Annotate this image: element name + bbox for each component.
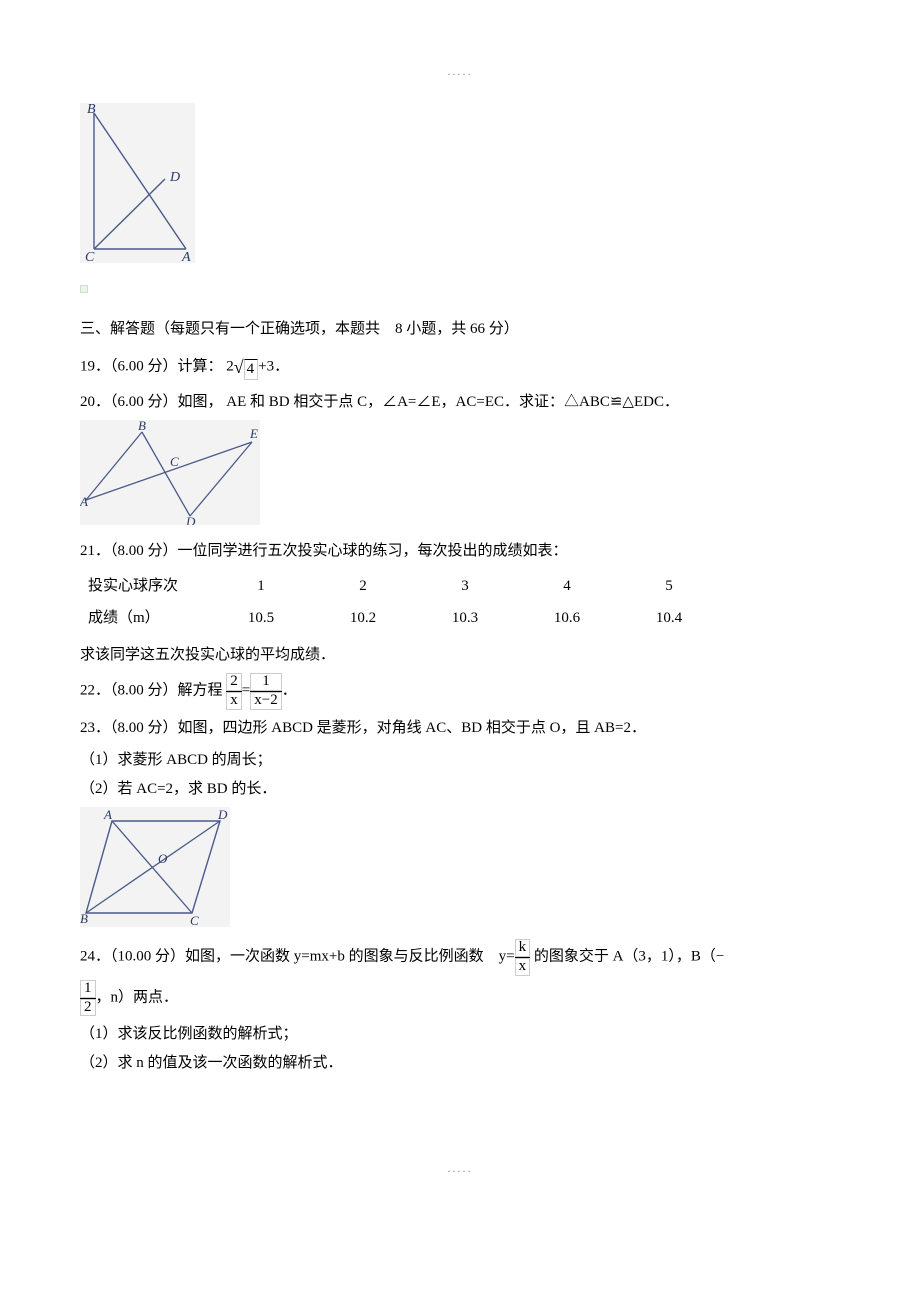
p19-text: 19．（6.00 分）计算： 2 [80, 358, 234, 374]
p21-r2-c2: 10.2 [312, 602, 414, 635]
p20-text: 20．（6.00 分）如图， AE 和 BD 相交于点 C，∠A=∠E，AC=E… [80, 394, 679, 410]
figure-20: A B C D E [80, 420, 840, 525]
svg-text:A: A [80, 494, 88, 509]
p21-r2-c1: 10.5 [210, 602, 312, 635]
figure-18: B C A D [80, 103, 840, 263]
p22-suffix: ． [282, 683, 297, 699]
p21-table: 投实心球序次 1 2 3 4 5 成绩（m） 10.5 10.2 10.3 10… [80, 570, 720, 635]
footer-dots: ..... [80, 1157, 840, 1180]
section-3-header: 三、解答题（每题只有一个正确选项，本题共 8 小题，共 66 分） [80, 315, 840, 344]
p22-eq: = [242, 683, 250, 699]
frac-k-x: kx [515, 939, 531, 976]
p21-r1-head: 投实心球序次 [80, 570, 210, 603]
p21-r1-c5: 5 [618, 570, 720, 603]
frac-1-2: 12 [80, 980, 96, 1017]
problem-21-line2: 求该同学这五次投实心球的平均成绩． [80, 641, 840, 670]
p24-tail: ，n）两点． [96, 990, 179, 1006]
problem-23-line1: 23．（8.00 分）如图，四边形 ABCD 是菱形，对角线 AC、BD 相交于… [80, 714, 840, 743]
problem-22: 22．（8.00 分）解方程 2x=1x−2． [80, 673, 840, 710]
svg-text:C: C [190, 913, 199, 927]
label-C: C [85, 250, 95, 263]
svg-text:O: O [158, 851, 168, 866]
fig23-svg: A D B C O [80, 807, 230, 927]
svg-text:B: B [80, 911, 88, 926]
tiny-mark [80, 275, 840, 304]
svg-text:D: D [185, 514, 196, 525]
frac-2-x: 2x [226, 673, 242, 710]
p21-r2-c5: 10.4 [618, 602, 720, 635]
p22-prefix: 22．（8.00 分）解方程 [80, 683, 226, 699]
p21-r1-c3: 3 [414, 570, 516, 603]
p21-r2-head: 成绩（m） [80, 602, 210, 635]
p24-mid: 的图象交于 A（3，1），B（− [530, 949, 724, 965]
label-A: A [181, 250, 191, 263]
problem-23-sub2: （2）若 AC=2，求 BD 的长． [80, 775, 840, 804]
problem-24-sub1: （1）求该反比例函数的解析式； [80, 1020, 840, 1049]
fig20-svg: A B C D E [80, 420, 260, 525]
problem-19: 19．（6.00 分）计算： 2√4+3． [80, 350, 840, 384]
p21-r1-c4: 4 [516, 570, 618, 603]
problem-24-line1b: 12，n）两点． [80, 980, 840, 1017]
label-B: B [87, 103, 96, 117]
problem-24-line1: 24．（10.00 分）如图，一次函数 y=mx+b 的图象与反比例函数 y=k… [80, 939, 840, 976]
label-D: D [169, 170, 180, 185]
problem-24-sub2: （2）求 n 的值及该一次函数的解析式． [80, 1049, 840, 1078]
triangle-bcd-svg: B C A D [80, 103, 195, 263]
svg-text:D: D [217, 807, 228, 822]
problem-20: 20．（6.00 分）如图， AE 和 BD 相交于点 C，∠A=∠E，AC=E… [80, 388, 840, 417]
svg-text:E: E [249, 426, 258, 441]
p21-r1-c1: 1 [210, 570, 312, 603]
header-dots: ..... [80, 60, 840, 83]
svg-text:A: A [103, 807, 112, 822]
problem-21-line1: 21．（8.00 分）一位同学进行五次投实心球的练习，每次投出的成绩如表： [80, 537, 840, 566]
frac-1-xm2: 1x−2 [250, 673, 281, 710]
svg-text:B: B [138, 420, 146, 433]
p21-r2-c3: 10.3 [414, 602, 516, 635]
problem-23-sub1: （1）求菱形 ABCD 的周长； [80, 746, 840, 775]
p21-r1-c2: 2 [312, 570, 414, 603]
svg-text:C: C [170, 454, 179, 469]
sqrt-4: √4 [234, 350, 258, 384]
p24-prefix: 24．（10.00 分）如图，一次函数 y=mx+b 的图象与反比例函数 y= [80, 949, 515, 965]
p21-r2-c4: 10.6 [516, 602, 618, 635]
figure-23: A D B C O [80, 807, 840, 927]
p19-tail: +3． [258, 358, 289, 374]
